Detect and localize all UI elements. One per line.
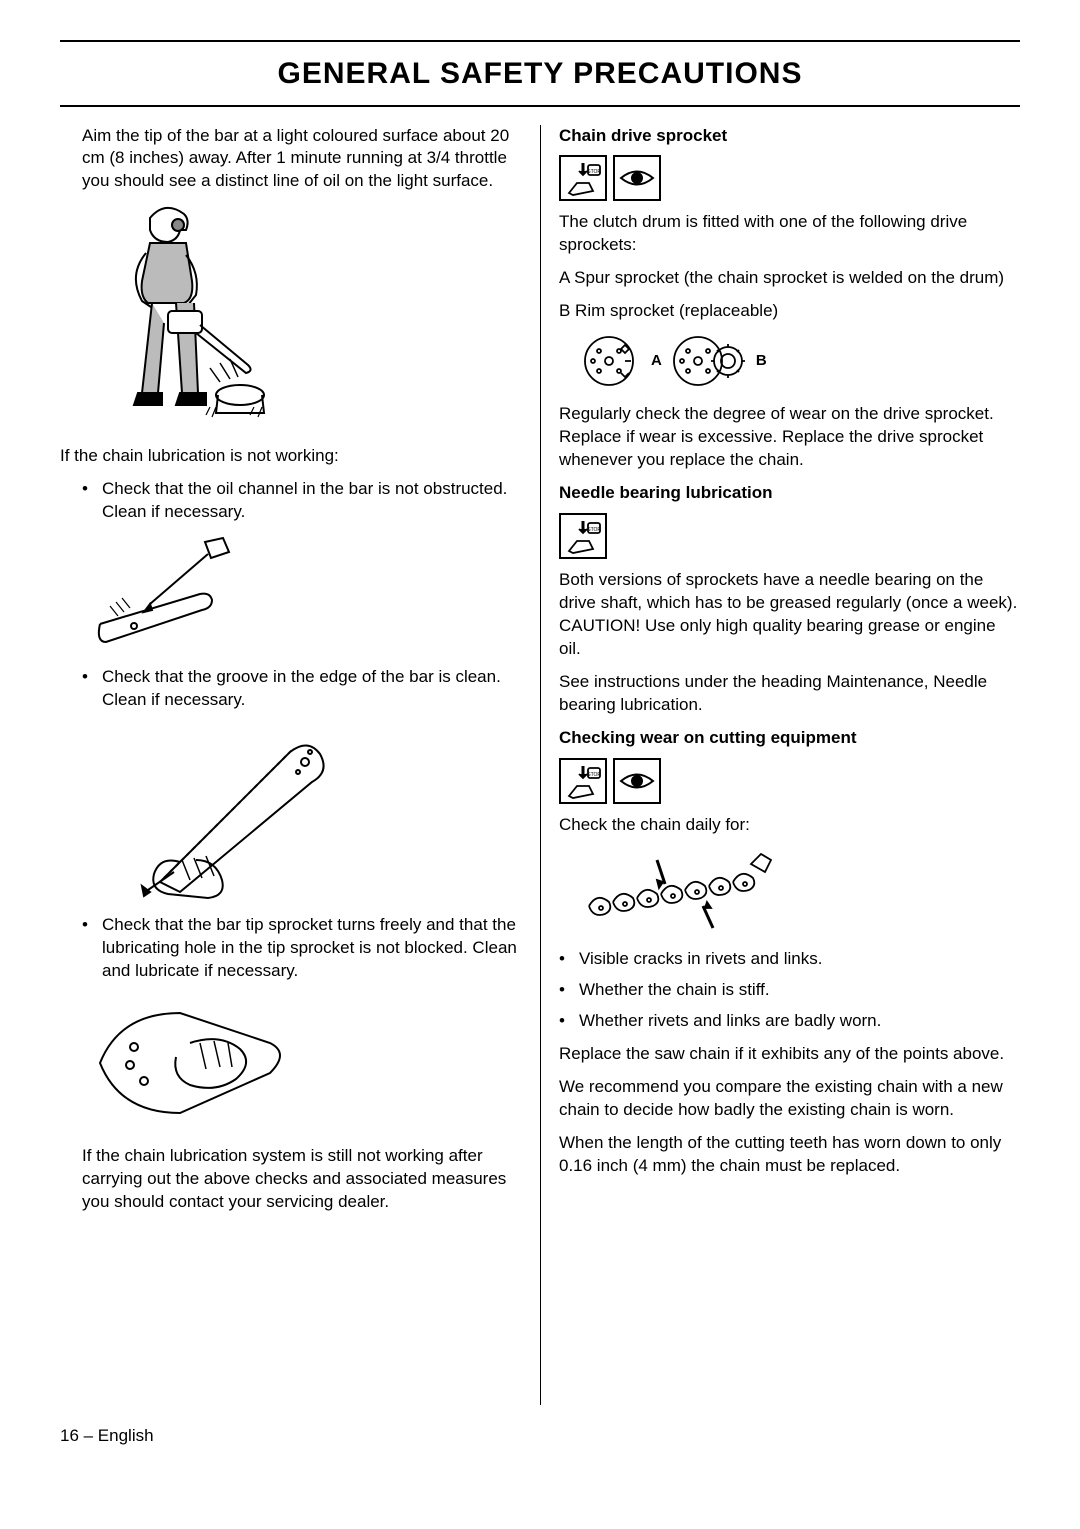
svg-text:STOP: STOP [587, 169, 601, 175]
figure-tip-sprocket [90, 993, 522, 1133]
sprocket-diagram-row: A B [581, 333, 1020, 389]
right-column: Chain drive sprocket STOP [540, 125, 1020, 1405]
checks-list: Check that the oil channel in the bar is… [60, 478, 522, 524]
page-title: GENERAL SAFETY PRECAUTIONS [60, 54, 1020, 107]
stop-manual-icon: STOP [559, 155, 607, 201]
closing-paragraph: If the chain lubrication system is still… [60, 1145, 522, 1214]
sprocket-wear: Regularly check the degree of wear on th… [559, 403, 1020, 472]
wear-item-3: Whether rivets and links are badly worn. [559, 1010, 1020, 1033]
checks-list-3: Check that the bar tip sprocket turns fr… [60, 914, 522, 983]
needle-p2: See instructions under the heading Maint… [559, 671, 1020, 717]
left-column: Aim the tip of the bar at a light colour… [60, 125, 540, 1405]
wear-item-1: Visible cracks in rivets and links. [559, 948, 1020, 971]
eye-inspect-icon [613, 155, 661, 201]
spur-sprocket-icon [581, 333, 641, 389]
svg-text:STOP: STOP [587, 772, 601, 778]
sprocket-item-b: B Rim sprocket (replaceable) [559, 300, 1020, 323]
wearcheck-heading: Checking wear on cutting equipment [559, 727, 1020, 750]
sprocket-intro: The clutch drum is fitted with one of th… [559, 211, 1020, 257]
check-item-1: Check that the oil channel in the bar is… [82, 478, 522, 524]
figure-operator-cutting [90, 203, 522, 433]
top-rule [60, 40, 1020, 42]
wearcheck-teeth: When the length of the cutting teeth has… [559, 1132, 1020, 1178]
not-working-label: If the chain lubrication is not working: [60, 445, 522, 468]
figure-chain-wear [579, 846, 1020, 936]
intro-paragraph: Aim the tip of the bar at a light colour… [60, 125, 522, 194]
needle-heading: Needle bearing lubrication [559, 482, 1020, 505]
checks-list-2: Check that the groove in the edge of the… [60, 666, 522, 712]
needle-p1: Both versions of sprockets have a needle… [559, 569, 1020, 661]
sprocket-label-b: B [756, 351, 767, 371]
page-footer: 16 – English [60, 1425, 1020, 1448]
stop-manual-icon-3: STOP [559, 758, 607, 804]
icon-row-stop-inspect-3: STOP [559, 758, 1020, 804]
two-column-layout: Aim the tip of the bar at a light colour… [60, 125, 1020, 1405]
check-item-3: Check that the bar tip sprocket turns fr… [82, 914, 522, 983]
figure-oil-channel [90, 534, 522, 654]
eye-inspect-icon-2 [613, 758, 661, 804]
check-chain-label: Check the chain daily for: [559, 814, 1020, 837]
icon-row-stop-inspect-1: STOP [559, 155, 1020, 201]
sprocket-item-a: A Spur sprocket (the chain sprocket is w… [559, 267, 1020, 290]
wearcheck-compare: We recommend you compare the existing ch… [559, 1076, 1020, 1122]
svg-text:STOP: STOP [587, 527, 601, 533]
sprocket-heading: Chain drive sprocket [559, 125, 1020, 148]
sprocket-label-a: A [651, 351, 662, 371]
stop-manual-icon-2: STOP [559, 513, 607, 559]
figure-bar-groove [140, 722, 522, 902]
wearcheck-list: Visible cracks in rivets and links. Whet… [559, 948, 1020, 1033]
rim-sprocket-icon [672, 333, 746, 389]
icon-row-stop-2: STOP [559, 513, 1020, 559]
check-item-2: Check that the groove in the edge of the… [82, 666, 522, 712]
wearcheck-replace: Replace the saw chain if it exhibits any… [559, 1043, 1020, 1066]
wear-item-2: Whether the chain is stiff. [559, 979, 1020, 1002]
